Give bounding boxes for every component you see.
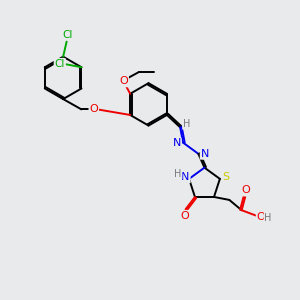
Text: Cl: Cl	[55, 59, 65, 69]
Text: N: N	[201, 149, 209, 159]
Text: N: N	[181, 172, 190, 182]
Text: H: H	[183, 119, 190, 129]
Text: O: O	[181, 211, 189, 221]
Text: O: O	[242, 185, 250, 196]
Text: O: O	[89, 104, 98, 114]
Text: Cl: Cl	[63, 30, 73, 40]
Text: O: O	[119, 76, 128, 86]
Text: N: N	[172, 138, 181, 148]
Text: O: O	[257, 212, 266, 222]
Text: H: H	[265, 214, 272, 224]
Text: S: S	[222, 172, 229, 182]
Text: H: H	[174, 169, 182, 178]
